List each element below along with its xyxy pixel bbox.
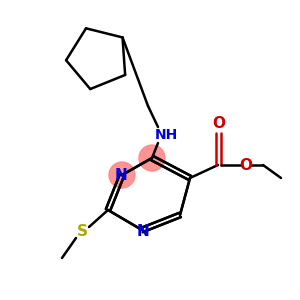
Text: O: O — [239, 158, 253, 172]
Circle shape — [109, 162, 135, 188]
Text: O: O — [212, 116, 226, 131]
Text: N: N — [136, 224, 149, 238]
Circle shape — [139, 145, 165, 171]
Text: S: S — [76, 224, 88, 239]
Text: NH: NH — [154, 128, 178, 142]
Text: N: N — [115, 169, 128, 184]
